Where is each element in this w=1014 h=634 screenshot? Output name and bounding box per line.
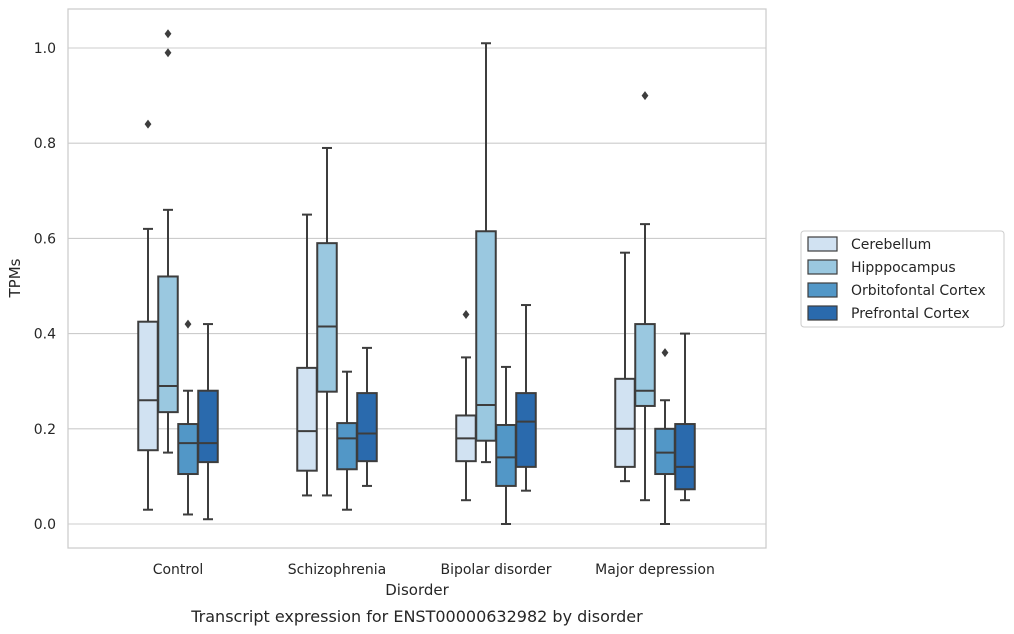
box-group — [336, 370, 358, 511]
box-body — [336, 422, 358, 471]
legend-label: Hipppocampus — [851, 260, 956, 276]
box-group — [654, 348, 676, 525]
legend-label: Orbitofontal Cortex — [851, 283, 986, 299]
y-tick-label: 1.0 — [34, 41, 56, 57]
legend-swatch — [807, 259, 838, 275]
legend-swatch — [807, 305, 838, 321]
box-body — [654, 427, 676, 476]
legend: Cerebellum Hipppocampus Orbitofontal Corte… — [800, 230, 1005, 328]
y-axis-label: TPMs — [6, 258, 24, 298]
box-group — [614, 251, 636, 483]
outlier-point — [641, 91, 649, 101]
legend-frame — [800, 230, 1005, 328]
legend-swatch — [807, 282, 838, 298]
y-tick-labels: 0.0 0.2 0.4 0.6 0.8 1.0 — [34, 41, 56, 533]
y-tick-label: 0.0 — [34, 517, 56, 533]
box-body — [515, 392, 537, 468]
box-body — [137, 320, 159, 452]
box-group — [515, 304, 537, 492]
outlier-point — [462, 310, 470, 320]
box-group — [455, 310, 477, 502]
outlier-point — [184, 319, 192, 329]
box-group — [634, 91, 656, 502]
plot-frame — [67, 8, 767, 549]
box-body — [614, 377, 636, 468]
box-body — [177, 423, 199, 476]
y-tick-label: 0.2 — [34, 422, 56, 438]
box-group — [356, 346, 378, 487]
box-body — [634, 323, 656, 407]
x-tick-label: Control — [153, 562, 204, 578]
outlier-point — [144, 119, 152, 129]
box-body — [197, 389, 219, 464]
x-tick-labels: Control Schizophrenia Bipolar disorder Majo… — [153, 562, 715, 578]
box-body — [157, 275, 179, 414]
outlier-point — [164, 48, 172, 58]
outlier-point — [164, 29, 172, 39]
box-group — [475, 42, 497, 464]
box-body — [495, 423, 517, 487]
legend-swatch — [807, 236, 838, 252]
x-tick-label: Schizophrenia — [288, 562, 386, 578]
box-group — [137, 119, 159, 511]
box-body — [475, 230, 497, 442]
box-group — [197, 323, 219, 521]
box-group — [495, 365, 517, 525]
box-group — [316, 146, 338, 497]
y-tick-label: 0.6 — [34, 231, 56, 247]
outlier-point — [661, 348, 669, 358]
box-group — [674, 332, 696, 502]
x-axis-label: Disorder — [385, 581, 449, 599]
box-body — [356, 392, 378, 463]
y-tick-label: 0.8 — [34, 136, 56, 152]
box-body — [296, 366, 318, 472]
box-group — [177, 319, 199, 516]
box-group — [296, 213, 318, 497]
x-tick-label: Bipolar disorder — [440, 562, 551, 578]
box-body — [316, 242, 338, 393]
box-group — [157, 29, 179, 454]
box-body — [674, 423, 696, 491]
chart-caption: Transcript expression for ENST0000063298… — [190, 607, 643, 626]
x-tick-label: Major depression — [595, 562, 715, 578]
y-tick-label: 0.4 — [34, 327, 56, 343]
legend-label: Prefrontal Cortex — [851, 306, 970, 322]
plot-area — [137, 29, 696, 525]
legend-label: Cerebellum — [851, 237, 931, 253]
